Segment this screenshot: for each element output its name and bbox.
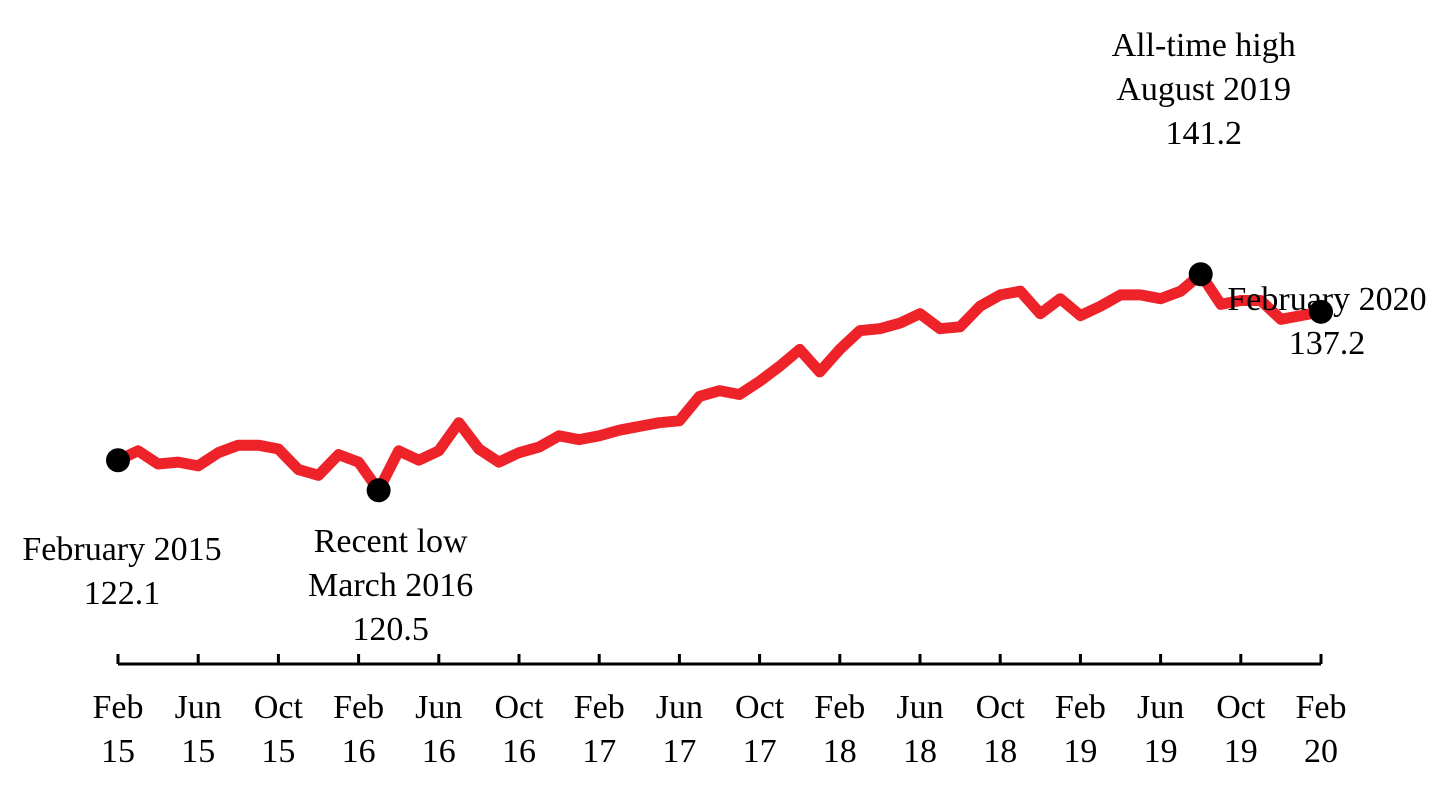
x-tick-label-year: 15 — [261, 733, 295, 770]
x-tick-label-month: Jun — [415, 689, 462, 726]
x-tick-label: Jun 16 — [415, 689, 462, 770]
annotation-line: February 2015 — [22, 531, 221, 568]
x-tick-label-year: 19 — [1144, 733, 1178, 770]
x-tick-label: Feb 15 — [93, 689, 144, 770]
highlight-marker — [106, 448, 130, 473]
highlight-marker — [1309, 299, 1333, 324]
x-tick-label-year: 16 — [342, 733, 376, 770]
annotation-line: All-time high — [1112, 27, 1296, 64]
x-tick-label-month: Jun — [1137, 689, 1184, 726]
series-line — [112, 268, 1327, 496]
x-tick-label-month: Feb — [1296, 689, 1347, 726]
x-tick-label-year: 15 — [101, 733, 135, 770]
x-tick-label: Oct 16 — [494, 689, 544, 770]
x-tick-label-month: Feb — [814, 689, 865, 726]
x-tick-label-year: 18 — [983, 733, 1017, 770]
x-tick-label-month: Oct — [494, 689, 544, 726]
x-tick-label-month: Oct — [254, 689, 304, 726]
x-tick-label: Oct 19 — [1216, 689, 1266, 770]
x-axis: Feb 15 Jun 15 Oct 15 Feb 16 Jun 16 Oct 16 Feb 17 Jun 17… — [93, 654, 1347, 770]
x-tick-label-year: 18 — [823, 733, 857, 770]
x-tick-label: Feb 19 — [1055, 689, 1106, 770]
x-tick-label-year: 18 — [903, 733, 937, 770]
x-tick-label-year: 17 — [743, 733, 777, 770]
x-tick-label-month: Feb — [574, 689, 625, 726]
annotation-group: February 2015 122.1 Recent low March 2016 12… — [22, 27, 1426, 648]
annotation-line: Recent low — [314, 523, 468, 560]
x-tick-label-year: 20 — [1304, 733, 1338, 770]
x-tick-label: Oct 17 — [735, 689, 785, 770]
x-tick-label-month: Feb — [93, 689, 144, 726]
annotation-line: 120.5 — [352, 611, 429, 648]
x-tick-label: Jun 15 — [175, 689, 222, 770]
x-tick-label-year: 16 — [422, 733, 456, 770]
x-tick-label-year: 19 — [1224, 733, 1258, 770]
x-tick-label-month: Feb — [333, 689, 384, 726]
x-tick-label-year: 17 — [582, 733, 616, 770]
x-tick-label: Jun 18 — [896, 689, 943, 770]
annotation-line: 122.1 — [84, 575, 161, 612]
x-tick-label-year: 17 — [662, 733, 696, 770]
x-tick-label: Feb 20 — [1296, 689, 1347, 770]
annotation-line: August 2019 — [1116, 71, 1291, 108]
annotation-label: All-time high August 2019 141.2 — [1112, 27, 1296, 152]
marker-group — [106, 262, 1333, 503]
x-tick-label: Feb 17 — [574, 689, 625, 770]
annotation-line: February 2020 — [1227, 281, 1426, 318]
x-tick-label-month: Oct — [976, 689, 1026, 726]
highlight-marker — [1188, 262, 1213, 287]
x-tick-label: Jun 19 — [1137, 689, 1184, 770]
highlight-marker — [366, 478, 391, 503]
annotation-label: February 2015 122.1 — [22, 531, 221, 612]
x-tick-label-month: Jun — [656, 689, 703, 726]
x-tick-label: Oct 15 — [254, 689, 304, 770]
x-tick-label-year: 15 — [181, 733, 215, 770]
annotation-line: 141.2 — [1165, 115, 1242, 152]
annotation-line: March 2016 — [308, 567, 473, 604]
x-tick-label-year: 19 — [1063, 733, 1097, 770]
series-line-group — [112, 268, 1327, 496]
x-tick-label: Feb 18 — [814, 689, 865, 770]
x-tick-label-year: 16 — [502, 733, 536, 770]
x-tick-label-month: Feb — [1055, 689, 1106, 726]
x-tick-label: Oct 18 — [976, 689, 1026, 770]
annotation-label: February 2020 137.2 — [1227, 281, 1426, 362]
x-tick-label-month: Oct — [735, 689, 785, 726]
x-tick-label: Feb 16 — [333, 689, 384, 770]
x-tick-label: Jun 17 — [656, 689, 703, 770]
x-tick-label-month: Jun — [175, 689, 222, 726]
annotation-line: 137.2 — [1289, 325, 1366, 362]
x-tick-label-month: Oct — [1216, 689, 1266, 726]
x-tick-label-month: Jun — [896, 689, 943, 726]
annotation-label: Recent low March 2016 120.5 — [308, 523, 473, 648]
